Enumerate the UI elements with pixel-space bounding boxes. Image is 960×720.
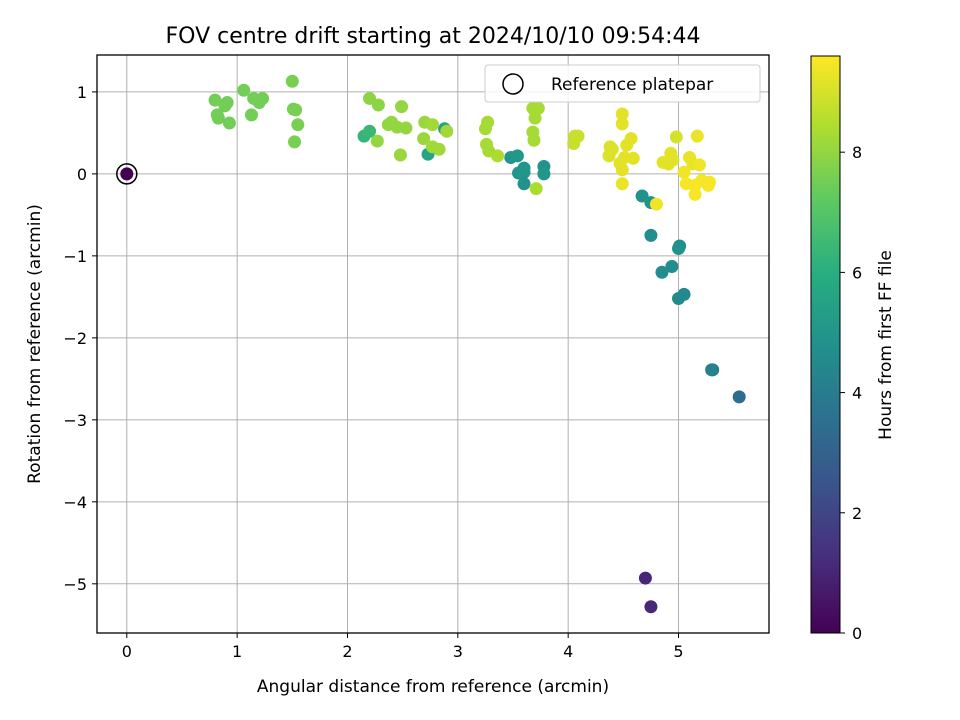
- data-point: [517, 177, 531, 191]
- legend[interactable]: Reference platepar: [484, 64, 761, 103]
- data-point: [289, 103, 303, 117]
- data-point: [211, 111, 225, 125]
- data-point: [669, 130, 683, 144]
- data-point: [432, 142, 446, 156]
- colorbar-tick-label: 2: [852, 504, 862, 523]
- data-point: [537, 167, 551, 181]
- data-point: [706, 363, 720, 377]
- data-point: [677, 165, 691, 179]
- colorbar-tick-label: 0: [852, 624, 862, 643]
- y-tick-label: −4: [63, 493, 87, 512]
- x-axis-label: Angular distance from reference (arcmin): [257, 677, 609, 697]
- x-tick-label: 3: [453, 642, 463, 661]
- chart-title: FOV centre drift starting at 2024/10/10 …: [166, 24, 701, 49]
- x-tick-label: 5: [673, 642, 683, 661]
- data-point: [222, 116, 236, 130]
- y-tick-label: −3: [63, 411, 87, 430]
- data-point: [702, 175, 716, 189]
- data-point: [244, 108, 258, 122]
- data-point: [395, 100, 409, 114]
- data-point: [626, 151, 640, 165]
- data-point: [638, 571, 652, 585]
- data-point: [237, 83, 251, 97]
- data-point: [615, 177, 629, 191]
- data-point: [478, 122, 492, 136]
- legend-label: Reference platepar: [551, 75, 713, 95]
- data-point: [624, 132, 638, 146]
- x-tick-label: 4: [563, 642, 573, 661]
- y-tick-label: 1: [77, 83, 87, 102]
- colorbar-label: Hours from first FF file: [876, 250, 896, 440]
- data-point: [732, 390, 746, 404]
- data-point: [399, 121, 413, 135]
- colorbar-tick-label: 6: [852, 263, 862, 282]
- data-point: [644, 600, 658, 614]
- data-point: [615, 163, 629, 177]
- data-point: [615, 107, 629, 121]
- x-tick-label: 0: [122, 642, 132, 661]
- reference-platepar-marker: [116, 163, 138, 185]
- data-point: [208, 93, 222, 107]
- data-point: [531, 101, 545, 115]
- data-point: [517, 161, 531, 175]
- y-tick-label: −5: [63, 575, 87, 594]
- data-point: [491, 149, 505, 163]
- plot-frame: [96, 54, 770, 634]
- data-point: [363, 124, 377, 138]
- y-tick-label: 0: [77, 165, 87, 184]
- data-points: [116, 74, 746, 614]
- data-point: [615, 117, 629, 131]
- data-point: [692, 158, 706, 172]
- y-tick-label: −2: [63, 329, 87, 348]
- data-point: [510, 149, 524, 163]
- data-point: [688, 187, 702, 201]
- axis-ticks: 0 1 2 3 4 5 −5 −4 −3 −2 −1 0 1: [63, 83, 683, 661]
- data-point: [220, 96, 234, 110]
- data-point: [285, 74, 299, 88]
- colorbar-ticks: 0 2 4 6 8: [840, 143, 862, 643]
- data-point: [393, 148, 407, 162]
- data-point: [291, 118, 305, 132]
- data-point: [666, 153, 680, 167]
- reference-point: [120, 167, 134, 181]
- colorbar-tick-label: 8: [852, 143, 862, 162]
- data-point: [644, 228, 658, 242]
- data-point: [605, 142, 619, 156]
- colorbar-gradient: [810, 55, 841, 634]
- legend-box: [484, 64, 761, 103]
- data-point: [417, 132, 431, 146]
- legend-marker-icon: [502, 73, 524, 95]
- x-tick-label: 1: [232, 642, 242, 661]
- data-point: [655, 265, 669, 279]
- colorbar: 0 2 4 6 8 Hours from first FF file: [810, 55, 896, 643]
- y-tick-label: −1: [63, 247, 87, 266]
- data-point: [529, 182, 543, 196]
- data-point: [370, 134, 384, 148]
- data-point: [288, 135, 302, 149]
- data-point: [440, 124, 454, 138]
- data-point: [527, 133, 541, 147]
- data-point: [649, 197, 663, 211]
- data-point: [571, 129, 585, 143]
- data-point: [425, 118, 439, 132]
- y-axis-label: Rotation from reference (arcmin): [25, 204, 45, 484]
- data-point: [672, 291, 686, 305]
- data-point: [672, 241, 686, 255]
- data-point: [690, 129, 704, 143]
- colorbar-tick-label: 4: [852, 384, 862, 403]
- x-tick-label: 2: [342, 642, 352, 661]
- data-point: [528, 111, 542, 125]
- data-point: [665, 260, 679, 274]
- data-point: [256, 91, 270, 105]
- data-point: [371, 98, 385, 112]
